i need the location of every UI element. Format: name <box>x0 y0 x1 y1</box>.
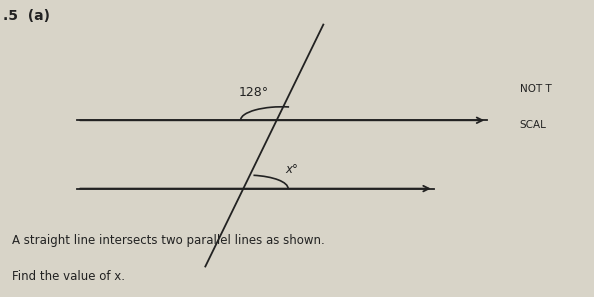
Text: NOT T: NOT T <box>520 84 551 94</box>
Text: 128°: 128° <box>238 86 268 99</box>
Text: A straight line intersects two parallel lines as shown.: A straight line intersects two parallel … <box>12 234 325 247</box>
Text: x°: x° <box>285 163 298 176</box>
Text: .5  (a): .5 (a) <box>3 9 50 23</box>
Text: Find the value of x.: Find the value of x. <box>12 270 125 283</box>
Text: SCAL: SCAL <box>520 120 546 130</box>
